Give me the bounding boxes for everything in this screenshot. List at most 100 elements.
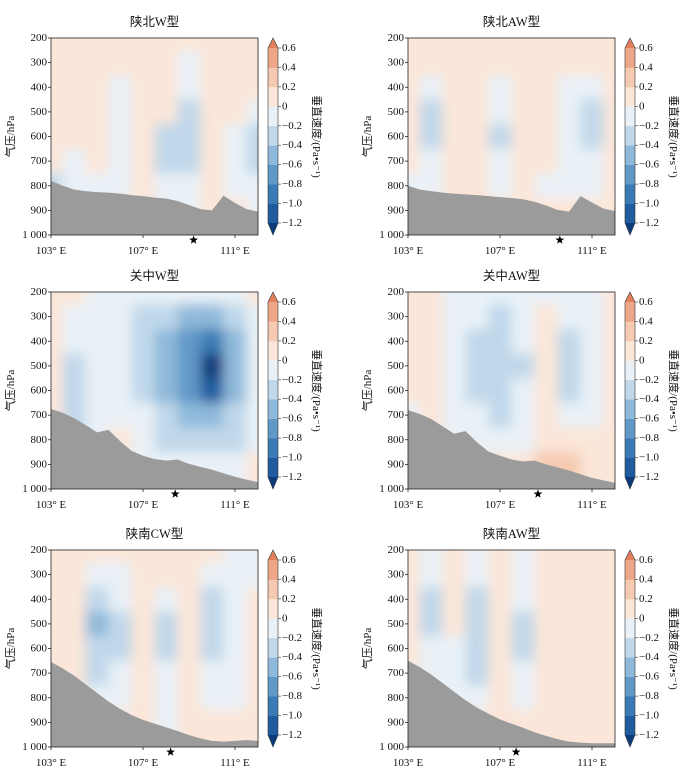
- colorbar-tick-label: −0.6: [639, 159, 659, 171]
- heat-cell: [200, 74, 225, 101]
- colorbar-segment: [625, 48, 635, 68]
- colorbar-segment: [625, 321, 635, 342]
- heat-cell: [557, 304, 582, 330]
- heat-cell: [200, 328, 225, 355]
- heat-cell: [557, 710, 582, 736]
- heat-cell: [419, 38, 444, 51]
- heat-cell: [154, 353, 179, 379]
- heat-cell: [200, 636, 225, 662]
- colorbar-tick-label: 0.2: [282, 81, 296, 93]
- heat-cell: [534, 378, 559, 404]
- heat-cell: [557, 74, 582, 101]
- heat-cell: [580, 562, 605, 588]
- heat-cell: [557, 685, 582, 711]
- heat-cell: [534, 550, 559, 563]
- y-tick-label: 900: [31, 204, 48, 216]
- colorbar-tick-label: 0.6: [639, 554, 653, 566]
- heat-cell: [223, 74, 248, 101]
- colorbar-tick-label: −0.2: [282, 374, 302, 386]
- y-tick-label: 300: [388, 311, 405, 323]
- colorbar-segment: [625, 184, 635, 204]
- heat-cell: [177, 328, 202, 355]
- heat-cell: [488, 74, 513, 101]
- colorbar-extend-bottom: [268, 735, 278, 747]
- heat-cell: [580, 586, 605, 613]
- heat-cell: [200, 124, 225, 150]
- x-tick-label: 111° E: [577, 245, 607, 257]
- heat-cell: [580, 99, 605, 125]
- heat-cell: [62, 562, 87, 588]
- colorbar-tick-label: 0.4: [282, 573, 296, 585]
- heat-cell: [442, 292, 467, 305]
- y-tick-label: 700: [388, 409, 405, 421]
- heat-cell: [603, 74, 615, 101]
- colorbar-tick-label: −0.8: [639, 178, 659, 190]
- heat-cell: [246, 38, 258, 51]
- heat-cell: [108, 353, 133, 379]
- heat-cell: [154, 611, 179, 637]
- heat-cell: [51, 562, 64, 588]
- heat-cell: [488, 292, 513, 305]
- y-tick-label: 200: [388, 32, 405, 44]
- y-axis-label: 气压/hPa: [3, 370, 17, 412]
- heat-cell: [488, 562, 513, 588]
- heat-cell: [223, 402, 248, 429]
- colorbar-segment: [625, 106, 635, 127]
- colorbar: −1.2 −1.0 −0.8 −0.6 −0.4 −0.2 0 0.2 0.4 0.6 垂直速度/(…: [624, 291, 681, 490]
- y-tick-label: 800: [31, 692, 48, 704]
- heat-cell: [223, 304, 248, 330]
- heat-cell: [557, 562, 582, 588]
- colorbar-tick-label: −0.6: [282, 413, 302, 425]
- heat-cell: [442, 304, 467, 330]
- heat-cell: [419, 611, 444, 637]
- colorbar-segment: [268, 457, 278, 478]
- heat-cell: [442, 562, 467, 588]
- terrain-profile: [51, 180, 258, 235]
- heat-cell: [177, 660, 202, 687]
- heat-cell: [108, 38, 133, 51]
- heat-cell: [223, 38, 248, 51]
- heat-cell: [177, 148, 202, 175]
- heat-cell: [488, 173, 513, 199]
- heat-cell: [223, 586, 248, 613]
- colorbar-tick-label: 0.2: [639, 593, 653, 605]
- heat-cell: [442, 99, 467, 125]
- heat-cell: [108, 99, 133, 125]
- heat-cell: [154, 173, 179, 199]
- y-tick-label: 1 000: [379, 483, 404, 495]
- heat-cell: [534, 710, 559, 736]
- y-tick-label: 800: [31, 180, 48, 192]
- heat-cell: [442, 74, 467, 101]
- colorbar-label: 垂直速度/(Pa•s⁻¹): [667, 95, 681, 178]
- heat-cell: [177, 304, 202, 330]
- heat-cell: [131, 586, 156, 613]
- heat-cell: [580, 304, 605, 330]
- heat-cell: [154, 378, 179, 404]
- heat-cell: [223, 636, 248, 662]
- heat-cell: [200, 685, 225, 711]
- colorbar-label: 垂直速度/(Pa•s⁻¹): [310, 349, 324, 432]
- heat-cell: [246, 378, 258, 404]
- heat-cell: [511, 562, 536, 588]
- heat-cell: [534, 402, 559, 429]
- heat-cell: [557, 586, 582, 613]
- heat-cell: [442, 328, 467, 355]
- y-tick-label: 900: [31, 458, 48, 470]
- heat-cell: [246, 148, 258, 175]
- heat-cell: [85, 328, 110, 355]
- heat-cell: [557, 50, 582, 76]
- plot-area: [51, 292, 258, 489]
- heat-cell: [108, 124, 133, 150]
- colorbar-segment: [268, 67, 278, 88]
- heat-cell: [534, 38, 559, 51]
- colorbar-segment: [625, 302, 635, 322]
- heat-cell: [51, 124, 64, 150]
- heat-cell: [177, 611, 202, 637]
- x-tick-label: 111° E: [220, 245, 250, 257]
- panel-title: 陕南AW型: [483, 526, 540, 541]
- colorbar-tick-label: 0.6: [282, 296, 296, 308]
- heat-cell: [246, 328, 258, 355]
- colorbar-tick-label: −1.0: [282, 198, 302, 210]
- heat-cell: [177, 427, 202, 453]
- colorbar-segment: [268, 560, 278, 580]
